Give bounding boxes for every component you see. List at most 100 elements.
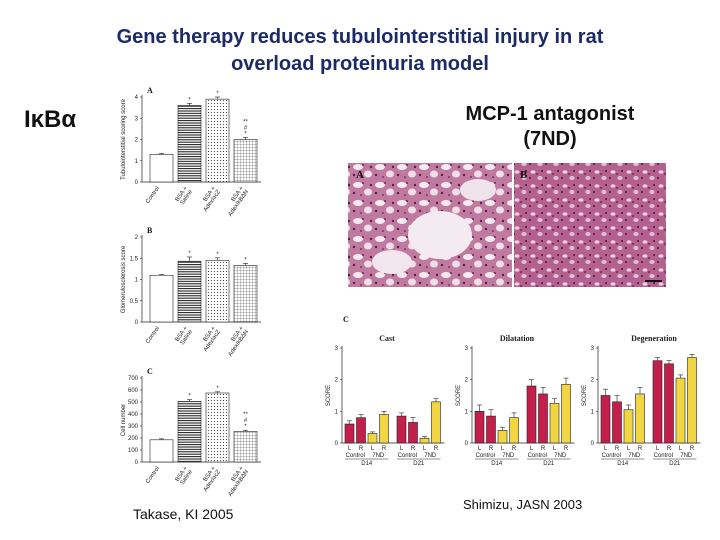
x-category-label: R xyxy=(564,446,569,452)
x-category-label: Control xyxy=(145,466,161,485)
photo-b-letter: B xyxy=(520,169,528,181)
x-category-label: L xyxy=(656,446,660,452)
bar xyxy=(623,409,634,444)
x-category-label: L xyxy=(553,446,557,452)
x-category-label: L xyxy=(478,446,482,452)
x-category-label: BSA +Saline xyxy=(175,325,195,346)
bar xyxy=(177,105,202,183)
slide-title: Gene therapy reduces tubulointerstitial … xyxy=(0,24,720,78)
bar xyxy=(431,401,441,444)
y-tick-label: 0 xyxy=(335,441,339,447)
bar xyxy=(356,417,366,444)
x-category-label: BSA +Saline xyxy=(175,465,195,486)
x-group-label: 7ND xyxy=(628,453,641,459)
y-tick-label: 2 xyxy=(135,235,139,241)
bar xyxy=(233,265,258,323)
x-category-label: R xyxy=(541,446,546,452)
x-category-label: L xyxy=(371,446,375,452)
significance-mark: * xyxy=(244,424,247,430)
x-group-label: Control xyxy=(654,453,673,459)
chart-b: 0 0.5 1 1.5 2 Glomerulosclerosis score B Contro… xyxy=(121,226,261,358)
x-group-label: Control xyxy=(528,453,547,459)
bar xyxy=(344,423,355,444)
x-category-line: Control xyxy=(145,326,161,345)
significance-mark: * xyxy=(216,91,219,97)
significance-mark: * xyxy=(188,394,191,400)
y-tick-label: 0 xyxy=(135,460,139,466)
bar xyxy=(233,431,258,463)
bar xyxy=(408,422,418,444)
mcp-line-1: MCP-1 antagonist xyxy=(465,103,635,125)
bar xyxy=(664,363,674,444)
panel-header: Cast xyxy=(379,334,395,343)
title-line-1: Gene therapy reduces tubulointerstitial … xyxy=(116,26,604,48)
bar xyxy=(419,437,430,444)
panel-header: Dilatation xyxy=(500,334,535,343)
y-axis-label: Cell number xyxy=(121,404,127,436)
ikb-label: IκBα xyxy=(24,106,77,133)
significance-mark: # xyxy=(244,418,248,424)
x-day-label: D21 xyxy=(669,461,681,467)
x-category-label: L xyxy=(679,446,683,452)
x-category-label: R xyxy=(411,446,416,452)
significance-mark: * xyxy=(216,252,219,258)
significance-mark: * xyxy=(244,257,247,263)
bar xyxy=(612,401,622,444)
y-tick-label: 3 xyxy=(335,346,339,352)
x-category-label: L xyxy=(604,446,608,452)
y-tick-label: 1 xyxy=(135,159,139,165)
bar xyxy=(205,392,230,463)
bar xyxy=(474,411,485,444)
x-group-label: 7ND xyxy=(554,453,567,459)
bar xyxy=(526,385,537,444)
panel-letter: A xyxy=(147,86,153,95)
x-category-label: Control xyxy=(145,326,161,345)
citation-left: Takase, KI 2005 xyxy=(133,506,234,522)
bar xyxy=(205,98,230,183)
y-axis-label: Tubulointerstitial scoring score xyxy=(121,98,127,179)
y-tick-label: 700 xyxy=(128,376,139,382)
x-category-label: R xyxy=(667,446,672,452)
x-category-label: R xyxy=(615,446,620,452)
bar xyxy=(561,384,571,444)
panel-c-letter: C xyxy=(343,315,349,324)
x-category-label: L xyxy=(627,446,631,452)
significance-mark: # xyxy=(244,125,248,131)
y-tick-label: 0 xyxy=(135,180,139,186)
photo-a-letter: A xyxy=(356,169,364,181)
y-tick-label: 3 xyxy=(465,346,469,352)
x-category-label: L xyxy=(530,446,534,452)
x-group-label: Control xyxy=(602,453,621,459)
x-category-label: R xyxy=(512,446,517,452)
x-category-label: R xyxy=(382,446,387,452)
x-group-label: 7ND xyxy=(372,453,385,459)
charts-layer: 0 1 2 3 4 Tubulointerstitial scoring score A Co… xyxy=(121,86,701,498)
chart-a: 0 1 2 3 4 Tubulointerstitial scoring score A Co… xyxy=(121,86,261,218)
bar xyxy=(600,395,611,444)
x-category-label: BSA +AdexlacZ xyxy=(198,325,222,353)
y-axis-label: SCORE xyxy=(456,385,462,406)
x-category-label: BSA +Saline xyxy=(175,185,195,206)
x-category-label: BSA +AdexlacZ xyxy=(198,465,222,493)
x-category-label: R xyxy=(489,446,494,452)
bar xyxy=(652,360,663,444)
histology-photo-a: A xyxy=(348,163,512,287)
significance-mark: ** xyxy=(243,412,248,418)
bar xyxy=(177,260,202,323)
x-group-label: 7ND xyxy=(502,453,515,459)
y-axis-label: SCORE xyxy=(326,385,332,406)
histology-photo-b: B xyxy=(514,163,666,287)
bar xyxy=(687,357,697,444)
x-day-label: D14 xyxy=(491,461,503,467)
x-category-label: BSA +AdexIkBΔN xyxy=(223,185,251,217)
bar xyxy=(149,274,174,323)
x-day-label: D14 xyxy=(361,461,373,467)
bar xyxy=(177,401,202,463)
y-tick-label: 500 xyxy=(128,400,139,406)
y-tick-label: 1 xyxy=(335,409,339,415)
x-category-label: R xyxy=(434,446,439,452)
y-tick-label: 4 xyxy=(135,95,139,101)
